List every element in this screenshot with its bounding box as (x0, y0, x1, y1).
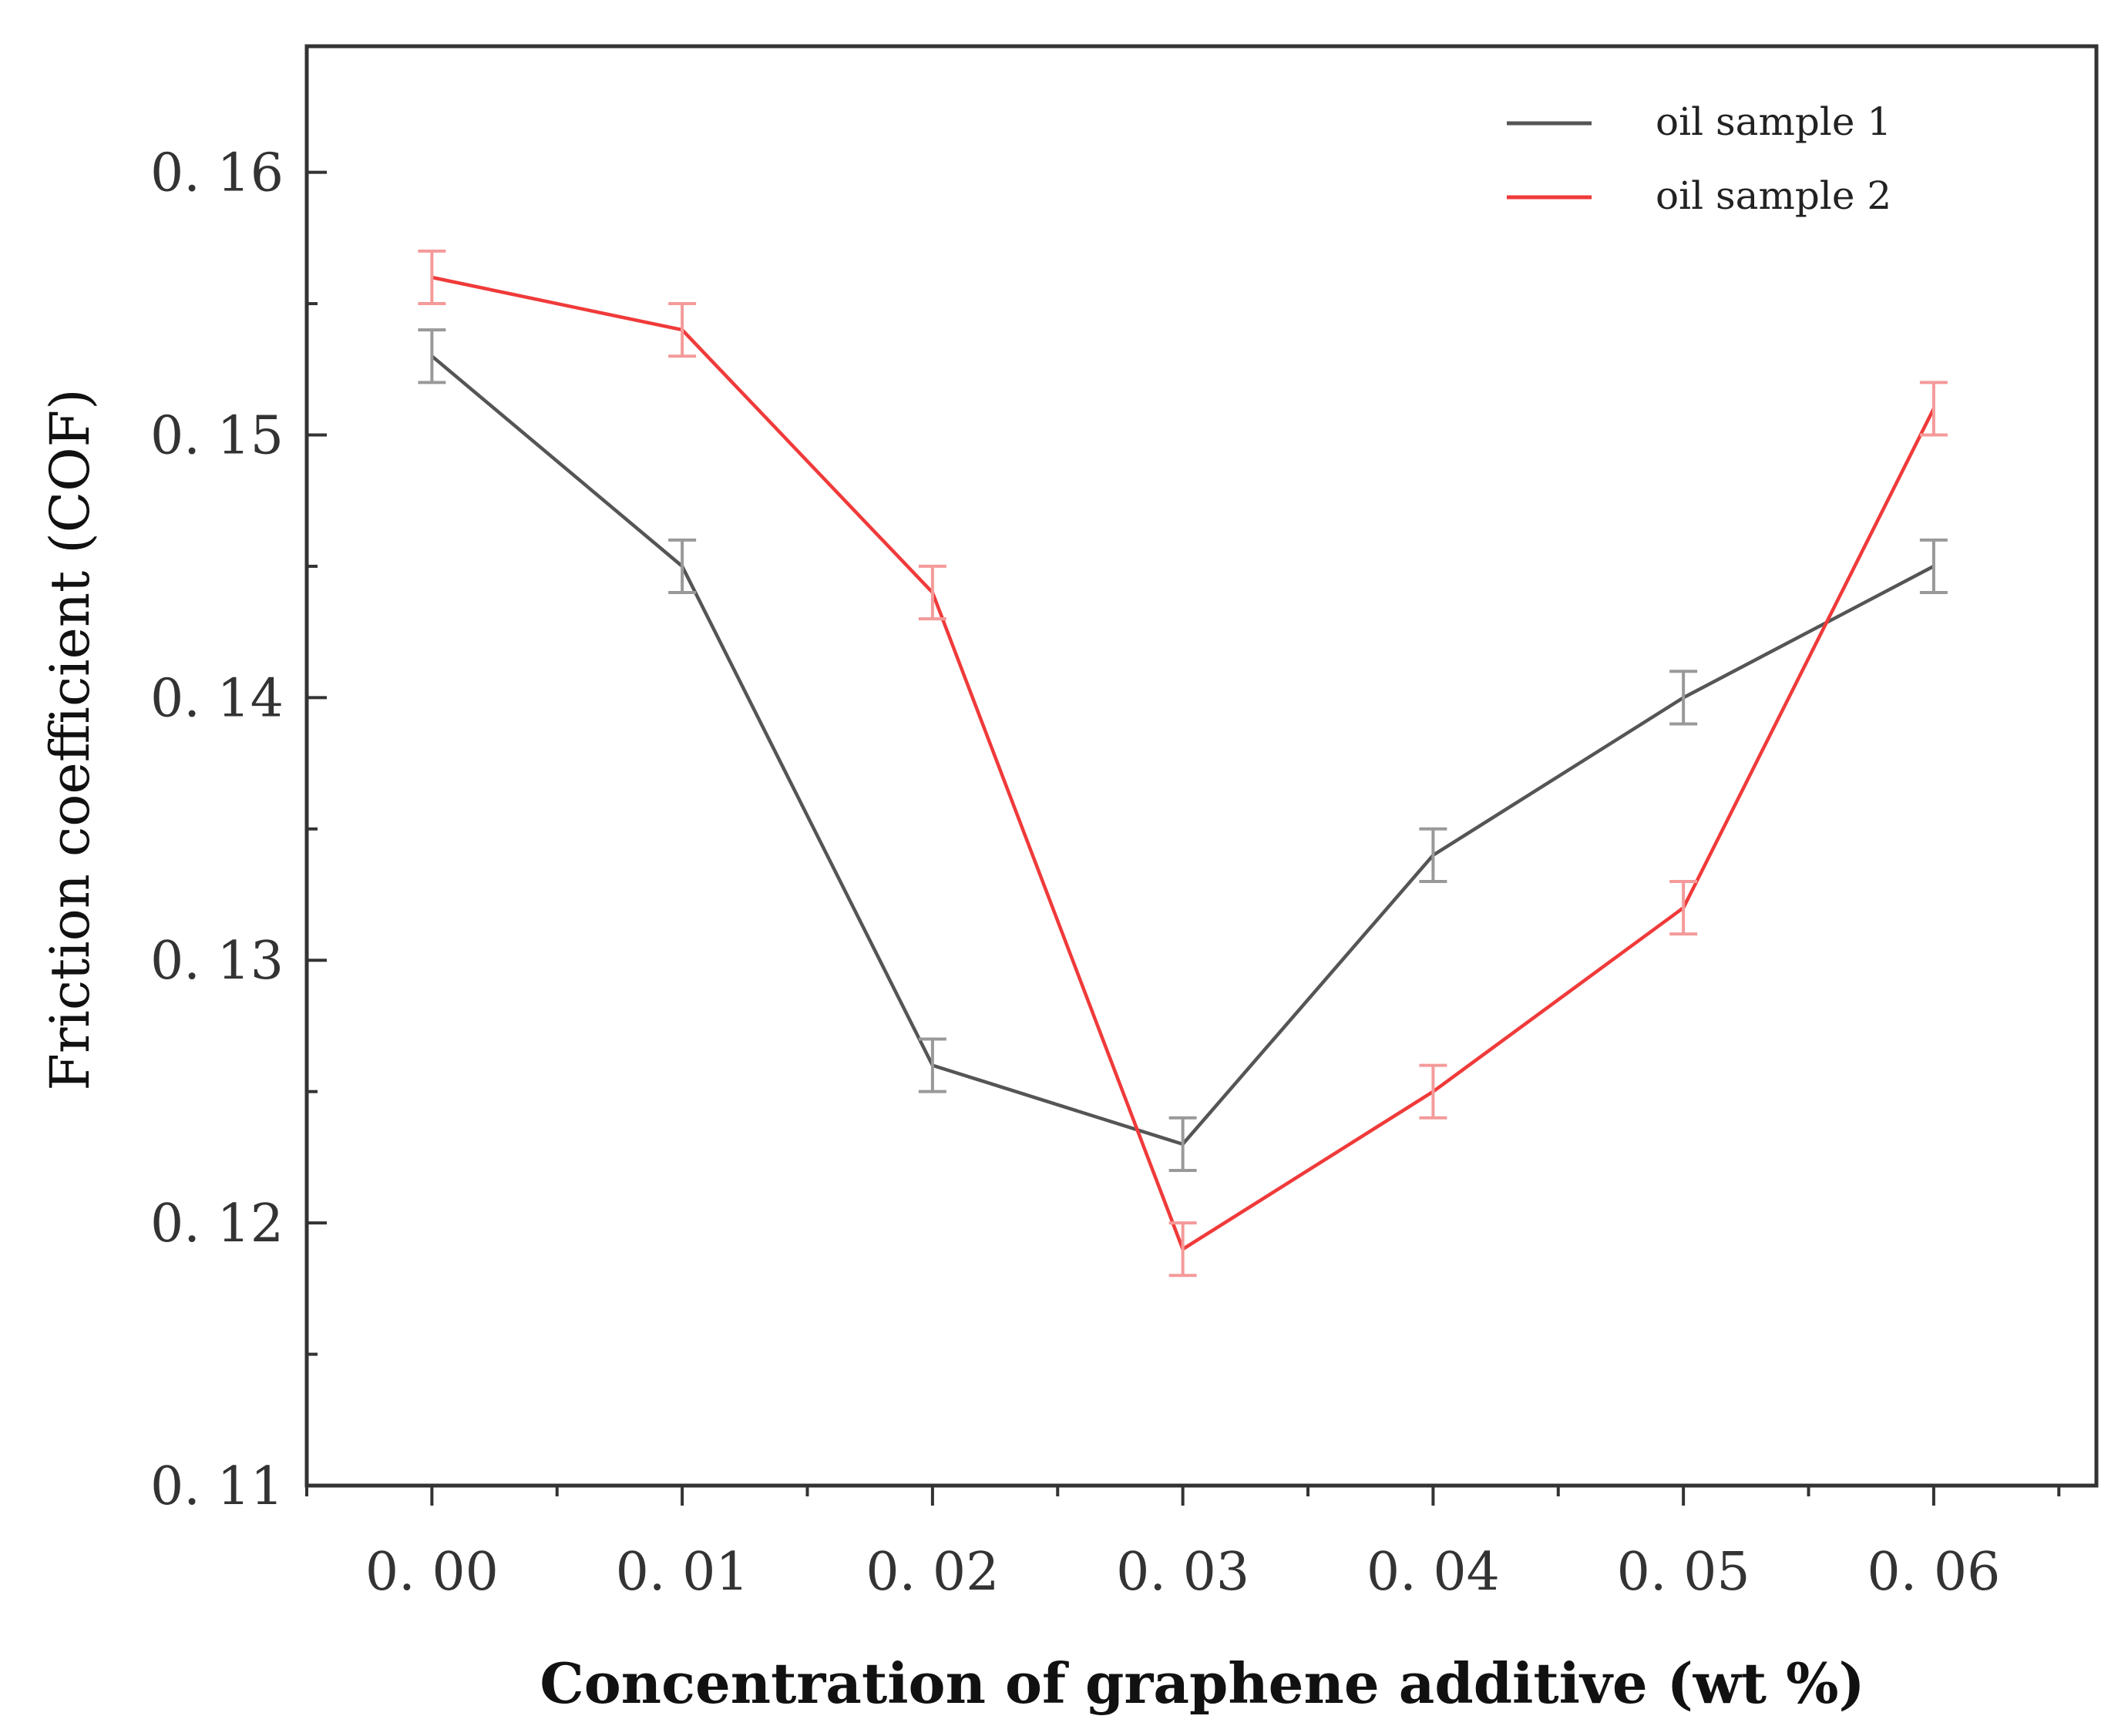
axes: 0. 11 0. 12 0. 13 0. 14 0. 15 0. 16 0. 00 0. 01… (150, 44, 2099, 1603)
series-1 (418, 328, 1948, 1172)
series-line (431, 275, 1935, 1251)
x-tick-label: 0. 02 (866, 1542, 999, 1603)
y-tick-label: 0. 15 (150, 405, 284, 466)
x-tick-label: 0. 04 (1367, 1542, 1500, 1603)
series-line (430, 354, 1935, 1147)
x-tick-label: 0. 01 (616, 1542, 749, 1603)
x-tick-label: 0. 05 (1617, 1542, 1750, 1603)
plot-frame (304, 44, 2099, 1488)
y-axis-title: Friction coefficient (COF) (39, 388, 102, 1090)
x-tick-label: 0. 00 (365, 1542, 499, 1603)
legend-label: oil sample 2 (1656, 173, 1891, 218)
y-tick-label: 0. 11 (150, 1456, 284, 1517)
legend: oil sample 1 oil sample 2 (1507, 99, 1891, 218)
x-axis-title: Concentration of graphene additive (wt %… (540, 1650, 1864, 1716)
y-tick-label: 0. 13 (150, 931, 284, 992)
y-tick-label: 0. 14 (150, 668, 284, 729)
series-2 (418, 249, 1948, 1278)
y-tick-label: 0. 16 (150, 143, 284, 204)
legend-label: oil sample 1 (1656, 99, 1891, 144)
series-layer (418, 249, 1948, 1278)
x-tick-label: 0. 06 (1867, 1542, 2000, 1603)
x-tick-label: 0. 03 (1116, 1542, 1249, 1603)
y-tick-label: 0. 12 (150, 1194, 284, 1254)
